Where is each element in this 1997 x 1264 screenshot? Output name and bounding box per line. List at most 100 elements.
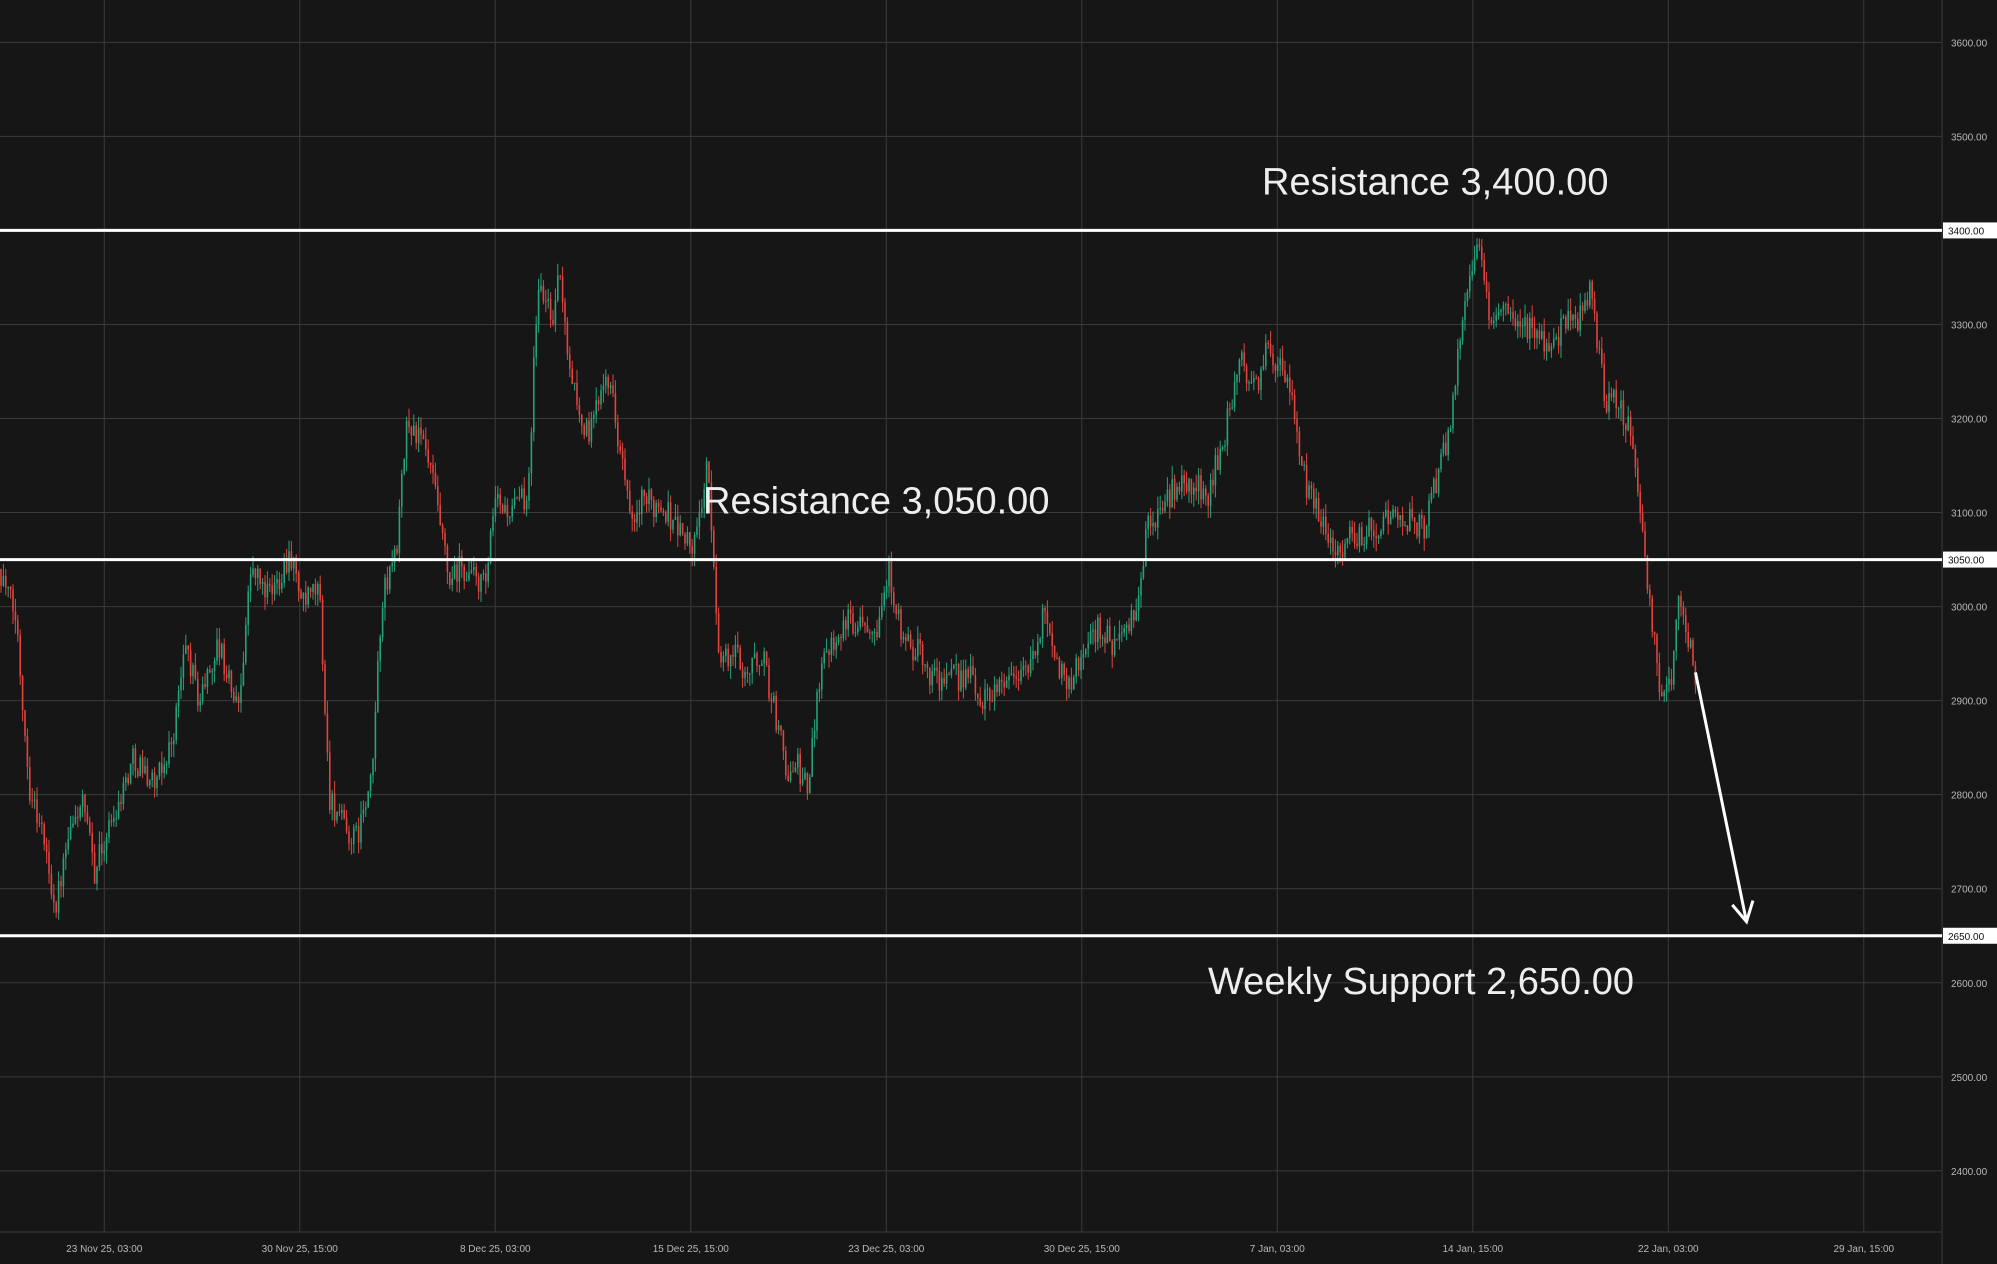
candle-body [350, 843, 353, 845]
candle-body [158, 762, 161, 777]
candle-body [823, 652, 825, 664]
candle-body [317, 583, 319, 595]
candle-body [566, 321, 569, 355]
candle-body [1368, 517, 1370, 537]
candle-body [1500, 309, 1502, 313]
y-axis[interactable]: 2400.00 2500.00 2600.00 2700.00 2800.00 2900.… [1951, 38, 1988, 1178]
candle-body [355, 825, 357, 828]
candle-body [1435, 478, 1437, 494]
candle-body [209, 669, 211, 673]
candle-body [425, 439, 427, 450]
candle-body [62, 858, 65, 887]
candle-body [103, 850, 105, 854]
candle-body [1437, 469, 1440, 494]
candle-body [744, 672, 746, 678]
candle-body [1358, 527, 1361, 547]
candle-body [725, 648, 727, 656]
candle-body [1553, 338, 1555, 347]
candle-body [696, 526, 698, 535]
candle-body [921, 644, 924, 666]
candle-body [374, 711, 377, 759]
candle-body [1601, 348, 1603, 365]
candle-body [1197, 475, 1200, 492]
candle-body [434, 472, 437, 486]
candle-body [617, 422, 619, 447]
candle-body [1339, 545, 1341, 553]
y-tick-label: 3500.00 [1951, 132, 1988, 143]
candle-body [917, 639, 919, 657]
candle-body [1375, 536, 1377, 539]
candle-body [715, 566, 717, 614]
candles [0, 237, 1697, 920]
candle-body [453, 564, 456, 579]
candle-body [1682, 606, 1685, 616]
candle-body [1005, 680, 1008, 688]
candle-body [835, 642, 837, 650]
candle-body [1401, 515, 1404, 526]
candle-body [79, 806, 81, 818]
candle-body [211, 670, 213, 673]
candle-body [96, 866, 98, 884]
candle-body [897, 609, 900, 614]
candle-body [1483, 259, 1485, 281]
candle-body [341, 810, 343, 813]
candle-body [1440, 453, 1442, 470]
candle-body [684, 534, 686, 544]
y-tick-label: 2600.00 [1951, 979, 1988, 990]
candle-body [926, 664, 929, 668]
candle-body [441, 525, 444, 534]
candle-body [1075, 658, 1077, 678]
candle-body [521, 488, 523, 498]
candle-body [1649, 589, 1651, 598]
candle-body [773, 695, 775, 702]
candle-body [758, 665, 761, 667]
level-annotation: Resistance 3,400.00 [1262, 161, 1608, 203]
x-axis[interactable]: 23 Nov 25, 03:00 30 Nov 25, 15:00 8 Dec 25… [66, 1244, 1894, 1255]
candle-body [199, 701, 201, 706]
candle-body [1596, 313, 1598, 348]
candle-body [693, 534, 696, 554]
candle-body [1488, 292, 1490, 321]
candle-body [189, 649, 192, 677]
candle-body [1241, 352, 1243, 360]
candle-body [1634, 449, 1637, 468]
candle-body [809, 776, 811, 794]
candle-body [1526, 317, 1529, 339]
candle-body [473, 567, 475, 570]
candle-body [38, 822, 41, 824]
candle-body [857, 626, 859, 633]
candle-body [1121, 632, 1123, 634]
candle-body [888, 558, 890, 587]
candle-body [1399, 515, 1401, 520]
candle-body [129, 763, 132, 784]
candle-body [885, 586, 888, 593]
candle-body [1255, 378, 1257, 380]
candle-body [81, 794, 84, 807]
candle-body [175, 706, 177, 741]
candle-body [151, 772, 153, 781]
candle-body [864, 622, 866, 626]
candle-body [895, 605, 897, 614]
candle-body [1286, 377, 1289, 383]
candle-body [665, 512, 667, 522]
candle-body [1101, 637, 1104, 639]
candle-body [761, 663, 763, 666]
candle-body [1025, 665, 1027, 667]
candle-body [91, 833, 93, 853]
candle-body [456, 564, 458, 582]
candle-body [1605, 401, 1608, 413]
candle-body [1543, 331, 1545, 352]
candle-body [29, 766, 31, 801]
candle-body [1653, 631, 1656, 635]
candle-body [1277, 364, 1279, 371]
candle-body [537, 290, 540, 325]
candle-body [1315, 498, 1317, 509]
candle-body [1111, 640, 1113, 656]
candle-body [120, 801, 122, 804]
candle-body [1361, 527, 1363, 546]
candle-body [134, 748, 137, 771]
candle-body [609, 385, 612, 388]
candle-body [108, 820, 110, 838]
